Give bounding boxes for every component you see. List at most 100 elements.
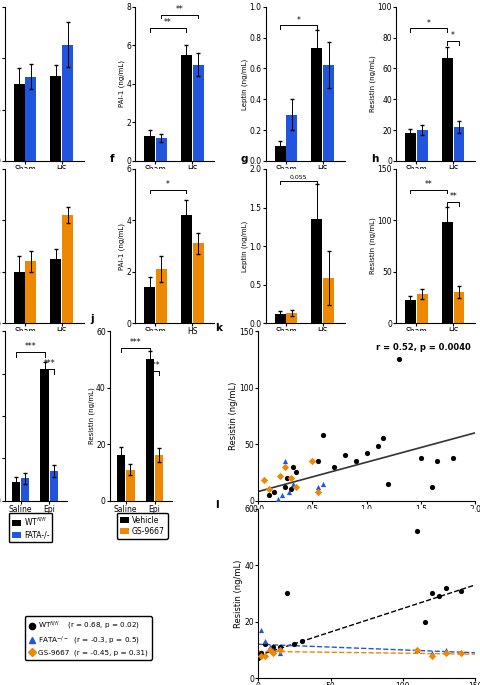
Point	[265, 484, 273, 495]
Text: **: **	[425, 179, 433, 189]
Point	[289, 478, 297, 489]
Text: *: *	[451, 31, 455, 40]
Point	[435, 590, 443, 601]
Text: r = 0.52, p = 0.0040: r = 0.52, p = 0.0040	[376, 343, 471, 352]
X-axis label: Glycerol (mM): Glycerol (mM)	[337, 519, 396, 528]
Bar	[50, 260, 61, 323]
Text: *: *	[297, 16, 300, 25]
Point	[266, 642, 274, 653]
Bar	[192, 243, 204, 323]
Text: g: g	[240, 153, 248, 164]
Y-axis label: Resistin (ng/mL): Resistin (ng/mL)	[234, 559, 243, 627]
Bar	[192, 64, 204, 161]
Bar	[275, 314, 286, 323]
Bar	[181, 215, 192, 323]
Point	[292, 467, 300, 478]
Point	[284, 473, 291, 484]
Bar	[25, 262, 36, 323]
Y-axis label: Leptin (ng/mL): Leptin (ng/mL)	[241, 221, 248, 272]
Text: d: d	[371, 0, 378, 1]
Point	[271, 486, 278, 497]
Point	[309, 456, 316, 466]
Y-axis label: PAI-1 (ng/mL): PAI-1 (ng/mL)	[118, 60, 125, 108]
Bar	[144, 287, 155, 323]
Point	[314, 456, 322, 466]
Point	[413, 645, 421, 656]
Text: b: b	[110, 0, 118, 1]
Point	[266, 645, 274, 656]
Y-axis label: Leptin (ng/mL): Leptin (ng/mL)	[241, 58, 248, 110]
Point	[292, 482, 300, 493]
Bar	[12, 482, 20, 501]
Bar	[144, 136, 155, 161]
Bar	[145, 360, 154, 501]
Point	[290, 639, 298, 650]
Bar	[50, 471, 58, 501]
Point	[287, 473, 295, 484]
Bar	[405, 301, 416, 323]
Point	[413, 526, 421, 537]
Point	[257, 625, 265, 636]
Point	[363, 448, 371, 459]
Text: ***: ***	[130, 338, 141, 347]
Point	[254, 653, 262, 664]
Bar	[454, 127, 465, 161]
Point	[443, 582, 450, 593]
Bar	[62, 215, 73, 323]
Point	[457, 647, 465, 658]
Point	[266, 645, 274, 656]
Point	[262, 636, 269, 647]
Point	[276, 645, 284, 656]
Y-axis label: Resistin (ng/mL): Resistin (ng/mL)	[88, 388, 95, 445]
Point	[257, 650, 265, 661]
Bar	[275, 145, 286, 161]
Point	[319, 478, 327, 489]
Text: f: f	[110, 153, 115, 164]
Point	[276, 642, 284, 653]
Point	[281, 482, 289, 493]
Point	[384, 478, 392, 489]
Point	[257, 647, 265, 658]
Text: ***: ***	[24, 342, 36, 351]
Point	[428, 650, 436, 661]
Bar	[13, 272, 24, 323]
Point	[269, 647, 276, 658]
Point	[260, 475, 267, 486]
Text: *: *	[166, 179, 170, 189]
Point	[457, 585, 465, 596]
Point	[274, 494, 282, 505]
Point	[289, 461, 297, 472]
Bar	[442, 223, 453, 323]
Text: c: c	[240, 0, 247, 1]
Point	[287, 484, 295, 495]
Point	[314, 482, 322, 493]
Bar	[287, 313, 297, 323]
Point	[262, 639, 269, 650]
Bar	[312, 219, 322, 323]
Point	[341, 450, 349, 461]
Point	[428, 588, 436, 599]
Bar	[323, 278, 334, 323]
Y-axis label: Resistin (ng/mL): Resistin (ng/mL)	[370, 218, 376, 275]
Point	[314, 486, 322, 497]
Point	[281, 456, 289, 466]
Bar	[405, 133, 416, 161]
Point	[374, 441, 382, 452]
Y-axis label: Resistin (ng/mL): Resistin (ng/mL)	[370, 55, 376, 112]
Point	[281, 461, 289, 472]
Point	[352, 456, 360, 466]
Point	[396, 354, 403, 365]
Point	[420, 616, 428, 627]
Text: j: j	[90, 314, 94, 324]
Bar	[156, 138, 167, 161]
Point	[428, 647, 436, 658]
Bar	[62, 45, 73, 161]
Bar	[50, 75, 61, 161]
Point	[428, 482, 436, 493]
Text: k: k	[215, 323, 222, 333]
Legend: Vehicle, GS-9667: Vehicle, GS-9667	[117, 512, 168, 539]
Bar	[13, 84, 24, 161]
Bar	[25, 77, 36, 161]
Bar	[312, 49, 322, 161]
Bar	[181, 55, 192, 161]
